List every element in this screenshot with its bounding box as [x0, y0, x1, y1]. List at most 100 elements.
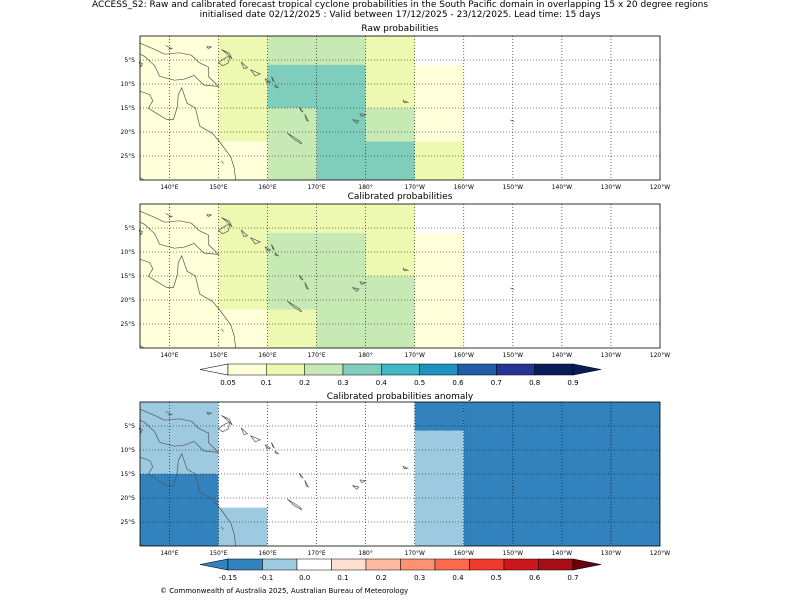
calibrated-x-tick-label: 150°W	[503, 352, 523, 359]
raw-x-tick-label: 160°E	[258, 184, 276, 191]
probability-colorbar-segment	[266, 363, 305, 376]
anomaly-region-cell	[140, 402, 219, 474]
coastline	[240, 427, 249, 436]
calibrated-y-tick-label: 5°S	[124, 225, 135, 232]
anomaly-colorbar-tick-label: -0.1	[259, 574, 273, 582]
anomaly-x-tick-label: 180°	[358, 550, 372, 557]
panel-title-anomaly: Calibrated probabilities anomaly	[326, 392, 474, 402]
probability-colorbar-tick-label: 0.05	[220, 379, 236, 387]
coastline	[206, 412, 212, 415]
raw-region-cell	[365, 108, 415, 142]
coastline	[206, 214, 212, 217]
anomaly-y-tick-label: 15°S	[121, 471, 136, 478]
calibrated-y-tick-label: 20°S	[121, 297, 136, 304]
coastline	[304, 114, 310, 122]
coastline	[274, 84, 280, 89]
coastline	[299, 106, 304, 113]
anomaly-y-tick-label: 25°S	[121, 519, 136, 526]
raw-y-tick-label: 15°S	[121, 105, 136, 112]
anomaly-y-tick-label: 5°S	[124, 423, 135, 430]
panel-title-calibrated: Calibrated probabilities	[347, 192, 453, 202]
probability-colorbar-over-arrow	[572, 363, 602, 376]
probability-colorbar-tick-label: 0.5	[414, 379, 425, 387]
probability-colorbar-segment	[304, 363, 344, 376]
coastline	[286, 498, 303, 511]
anomaly-x-tick-label: 140°W	[552, 550, 572, 557]
calibrated-x-tick-label: 170°W	[405, 352, 425, 359]
calibrated-region-cell	[414, 232, 464, 348]
calibrated-x-tick-label: 150°E	[209, 352, 227, 359]
coastline	[221, 415, 233, 426]
raw-y-tick-label: 25°S	[121, 153, 136, 160]
calibrated-x-tick-label: 180°	[358, 352, 372, 359]
raw-y-tick-label: 10°S	[121, 81, 136, 88]
coastline	[304, 282, 310, 290]
anomaly-x-tick-label: 160°E	[258, 550, 276, 557]
raw-x-tick-label: 140°W	[552, 184, 572, 191]
coastline	[510, 287, 515, 290]
coastline	[352, 119, 360, 124]
raw-y-tick-label: 5°S	[124, 57, 135, 64]
probability-colorbar-segment	[534, 363, 574, 376]
raw-x-tick-label: 150°E	[209, 184, 227, 191]
coastline	[221, 49, 233, 60]
coastline	[352, 485, 360, 490]
calibrated-x-tick-label: 120°W	[650, 352, 670, 359]
coastline	[274, 450, 280, 455]
raw-x-tick-label: 150°W	[503, 184, 523, 191]
anomaly-colorbar-tick-label: 0.7	[567, 574, 578, 582]
probability-colorbar-tick-label: 0.7	[491, 379, 502, 387]
raw-x-tick-label: 180°	[358, 184, 372, 191]
coastline	[304, 480, 310, 488]
figure-title-line1: ACCESS_S2: Raw and calibrated forecast t…	[91, 0, 709, 10]
probability-colorbar-segment	[496, 363, 535, 376]
anomaly-x-tick-label: 170°E	[307, 550, 325, 557]
coastline	[221, 526, 224, 530]
anomaly-x-tick-label: 120°W	[650, 550, 670, 557]
calibrated-region-cell	[316, 204, 366, 233]
anomaly-region-cell	[267, 507, 317, 546]
probability-colorbar-tick-label: 0.3	[337, 379, 348, 387]
anomaly-colorbar-tick-label: 0.0	[299, 574, 310, 582]
raw-region-cell	[267, 64, 366, 108]
calibrated-region-cell	[267, 204, 317, 233]
calibrated-x-tick-label: 140°E	[160, 352, 178, 359]
figure-title-line2: initialised date 02/12/2025 : Valid betw…	[199, 10, 601, 20]
coastline	[352, 287, 360, 292]
coastline	[402, 465, 410, 470]
coastline	[165, 45, 173, 50]
anomaly-region-cell	[267, 402, 317, 431]
anomaly-region-cell	[218, 507, 268, 546]
anomaly-x-tick-label: 150°E	[209, 550, 227, 557]
coastline	[240, 61, 249, 70]
raw-region-cell	[414, 141, 464, 180]
anomaly-x-tick-label: 130°W	[601, 550, 621, 557]
anomaly-colorbar-tick-label: 0.6	[529, 574, 541, 582]
raw-region-cell	[218, 141, 268, 180]
anomaly-region-cell	[267, 430, 317, 508]
anomaly-region-cell	[414, 430, 464, 546]
coastline	[299, 274, 304, 281]
coastline	[139, 42, 220, 87]
coastline	[359, 479, 367, 484]
coastline	[139, 210, 220, 255]
coastline	[139, 543, 145, 547]
coastline	[165, 213, 173, 218]
probability-colorbar-tick-label: 0.4	[376, 379, 388, 387]
raw-coastlines	[138, 42, 515, 181]
anomaly-x-tick-label: 140°E	[160, 550, 178, 557]
calibrated-region-cell	[267, 309, 317, 348]
raw-x-tick-label: 130°W	[601, 184, 621, 191]
coastline	[139, 408, 220, 453]
coastline	[218, 223, 231, 235]
raw-region-cell	[365, 36, 415, 108]
anomaly-region-cell	[365, 402, 415, 474]
anomaly-colorbar-tick-label: 0.3	[414, 574, 425, 582]
coastline	[139, 254, 237, 349]
coastline	[218, 421, 231, 433]
anomaly-colorbar-tick-label: 0.1	[337, 574, 348, 582]
probability-colorbar-tick-label: 0.6	[452, 379, 464, 387]
calibrated-x-tick-label: 160°E	[258, 352, 276, 359]
probability-colorbar-under-arrow	[199, 363, 229, 376]
